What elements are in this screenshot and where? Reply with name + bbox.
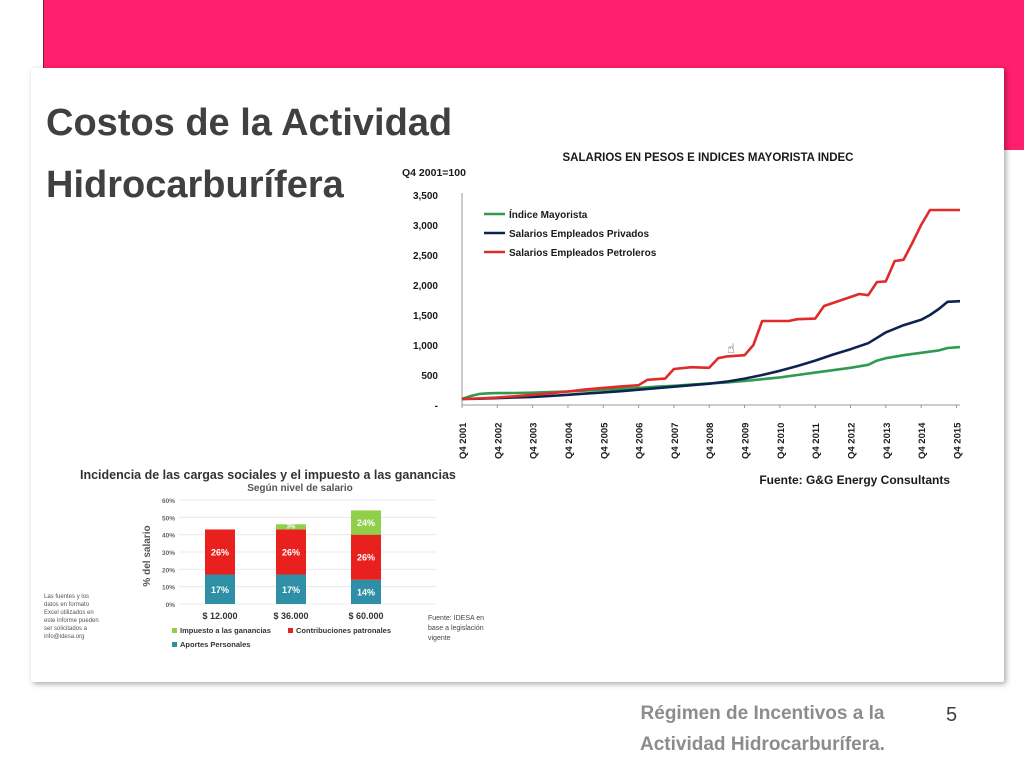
stacked-bar-segment (276, 529, 306, 575)
small-chart-ylabel: % del salario (142, 525, 153, 586)
small-chart-subtitle: Según nivel de salario (247, 483, 353, 494)
small-y-tick-label: 20% (162, 567, 175, 574)
chart-series-lines (461, 208, 961, 401)
left-note-line: datos en formato (44, 602, 90, 608)
stacked-bar-segment (351, 534, 381, 580)
x-tick-label: Q4 2011 (811, 422, 822, 459)
bar-value-label: 26% (357, 553, 375, 563)
bar-value-label: 26% (211, 548, 229, 558)
header-accent-edge (43, 0, 44, 68)
bar-value-label: 17% (211, 585, 229, 595)
stacked-bar-segment (351, 579, 381, 604)
legend-label: Salarios Empleados Privados (509, 229, 649, 240)
small-legend-swatch (172, 642, 177, 647)
slide-title-line-1: Costos de la Actividad (46, 102, 453, 144)
small-legend-swatch (172, 628, 177, 633)
small-legend-label: Contribuciones patronales (296, 626, 391, 635)
small-y-tick-label: 10% (162, 585, 175, 592)
small-chart-title: Incidencia de las cargas sociales y el i… (80, 468, 456, 482)
y-tick-label: - (435, 401, 438, 412)
bar-value-label: 3% (287, 524, 296, 530)
chart-title: SALARIOS EN PESOS E INDICES MAYORISTA IN… (563, 152, 854, 164)
x-tick-label: Q4 2010 (776, 423, 787, 459)
small-chart-left-note: Las fuentes y los datos en formato Excel u… (44, 594, 99, 640)
slide-title: Costos de la Actividad Hidrocarburífera (46, 92, 466, 216)
y-unit-label: Q4 2001=100 (402, 167, 466, 179)
y-tick-label: 500 (421, 371, 438, 382)
small-y-tick-label: 0% (166, 602, 176, 609)
small-category-label: $ 36.000 (273, 611, 308, 621)
legend-label: Salarios Empleados Petroleros (509, 248, 657, 259)
y-tick-label: 2,000 (413, 281, 438, 292)
x-tick-label: Q4 2009 (741, 423, 752, 459)
x-tick-label: Q4 2012 (847, 423, 858, 459)
stacked-bar-segment (205, 574, 235, 604)
bar-value-label: 26% (282, 548, 300, 558)
x-tick-label: Q4 2015 (952, 422, 963, 459)
small-category-label: $ 60.000 (348, 611, 383, 621)
series-line (461, 299, 961, 401)
source-note-line: vigente (428, 635, 451, 642)
stacked-bar-segment (276, 574, 306, 604)
stacked-bar-segment (276, 524, 306, 530)
left-note-line: Excel utilizados en (44, 610, 94, 616)
bar-value-label: 14% (357, 587, 375, 597)
chart-legend: Índice Mayorista Salarios Empleados Priva… (484, 208, 657, 259)
x-tick-label: Q4 2003 (529, 423, 540, 459)
left-note-line: este informe pueden (44, 618, 99, 624)
small-category-label: $ 12.000 (202, 611, 237, 621)
x-tick-label: Q4 2013 (882, 423, 893, 459)
source-note-line: base a legislación (428, 625, 484, 632)
small-chart-bars: 17% 26% $ 12.000 17% 26% 3% $ 36.000 14% 26% 24% $… (202, 510, 384, 621)
small-legend-label: Aportes Personales (180, 640, 250, 649)
series-line (461, 345, 961, 401)
small-y-tick-label: 30% (162, 550, 175, 557)
small-y-tick-label: 50% (162, 515, 175, 522)
small-legend-swatch (288, 628, 293, 633)
x-tick-label: Q4 2002 (493, 423, 504, 459)
slide-title-line-2: Hidrocarburífera (46, 164, 344, 206)
series-line (461, 208, 960, 401)
salary-index-line-chart: SALARIOS EN PESOS E INDICES MAYORISTA IN… (402, 152, 963, 487)
y-tick-label: 1,500 (413, 311, 438, 322)
payroll-tax-stacked-bar-chart: Incidencia de las cargas sociales y el i… (36, 460, 556, 665)
footer-line-1: Régimen de Incentivos a la (640, 703, 885, 724)
bar-value-label: 17% (282, 585, 300, 595)
left-note-line: Las fuentes y los (44, 594, 89, 600)
x-tick-label: Q4 2006 (635, 423, 646, 459)
footer-line-2: Actividad Hidrocarburífera. (640, 734, 885, 755)
x-tick-label: Q4 2001 (458, 422, 469, 459)
y-tick-label: 2,500 (413, 251, 438, 262)
page-number: 5 (946, 704, 958, 726)
small-chart-source-note: Fuente: IDESA en base a legislación vigent… (428, 615, 484, 642)
small-legend-label: Impuesto a las ganancias (180, 626, 271, 635)
x-tick-label: Q4 2007 (670, 423, 681, 459)
y-tick-label: 1,000 (413, 341, 438, 352)
left-note-line: info@idesa.org (44, 634, 84, 640)
left-note-line: ser solicitados a (44, 626, 88, 632)
x-tick-label: Q4 2004 (564, 422, 575, 459)
stacked-bar-segment (205, 529, 235, 575)
small-y-tick-label: 60% (162, 498, 175, 505)
small-chart-legend: Impuesto a las ganancias Contribuciones p… (172, 626, 391, 649)
small-y-tick-label: 40% (162, 533, 175, 540)
source-note-line: Fuente: IDESA en (428, 615, 484, 622)
x-tick-label: Q4 2014 (917, 422, 928, 459)
hand-cursor-icon: ☝ (727, 342, 735, 357)
y-tick-label: 3,000 (413, 221, 438, 232)
chart-source: Fuente: G&G Energy Consultants (759, 473, 950, 487)
stacked-bar-segment (351, 510, 381, 535)
y-tick-label: 3,500 (413, 191, 438, 202)
footer-text: Régimen de Incentivos a la Actividad Hid… (600, 698, 925, 760)
x-tick-label: Q4 2008 (705, 423, 716, 459)
bar-value-label: 24% (357, 518, 375, 528)
x-tick-label: Q4 2005 (599, 422, 610, 459)
legend-label: Índice Mayorista (509, 208, 588, 221)
chart-axes: - 500 1,000 1,500 2,000 2,500 3,000 3,500 Q4 200… (413, 191, 963, 459)
